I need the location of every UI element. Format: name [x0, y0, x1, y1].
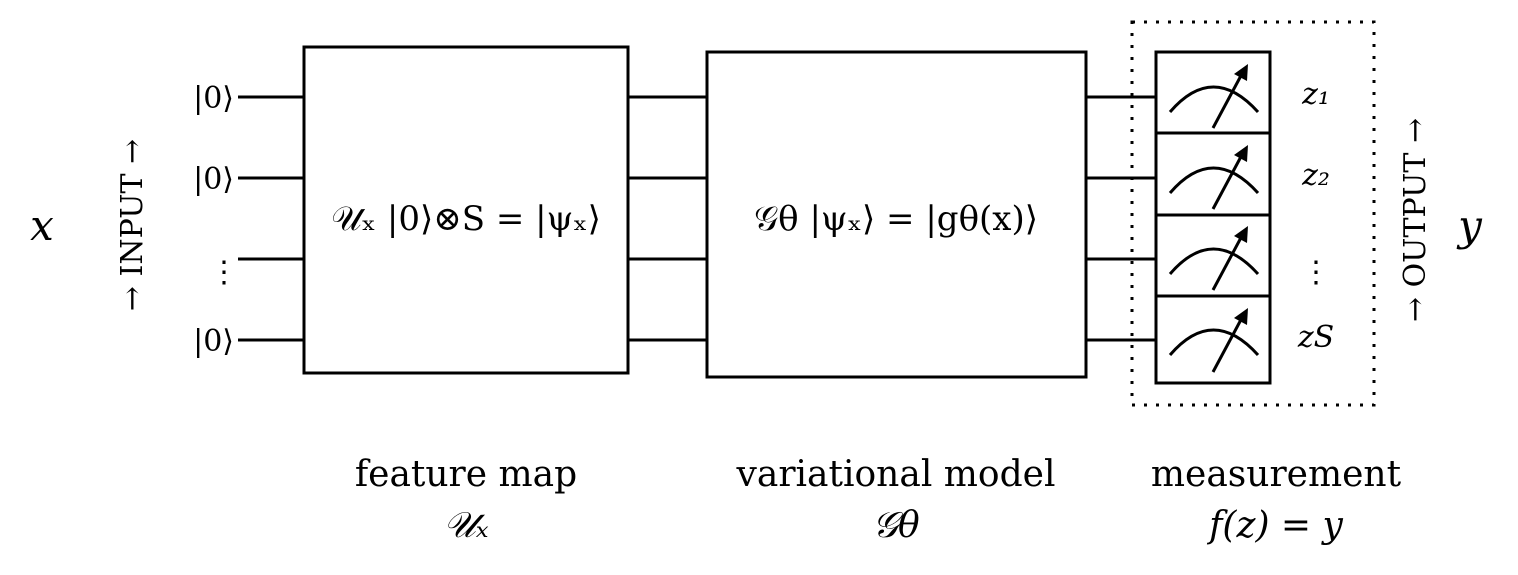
output-wires: [1086, 95, 1156, 342]
measurement-output-s: zS: [1297, 320, 1334, 355]
feature-map-symbol: 𝒰ₓ: [443, 505, 488, 546]
meter-icon: [1154, 294, 1272, 385]
feature-map-caption: feature map: [355, 454, 577, 495]
variational-model-box: [705, 50, 1088, 379]
meter-icon: [1154, 131, 1272, 217]
output-variable: y: [1456, 201, 1483, 250]
meter-icon: [1154, 50, 1272, 135]
middle-wires: [628, 95, 707, 342]
qubit-label-ellipsis: ⋮: [209, 255, 239, 290]
input-variable: x: [30, 201, 54, 250]
variational-model-symbol: 𝒢θ: [872, 505, 920, 546]
measurement-output-1: z₁: [1301, 77, 1330, 112]
meter-icon: [1154, 213, 1272, 298]
measurement-caption: measurement: [1151, 454, 1402, 495]
feature-map-box: [302, 45, 630, 375]
measurement-output-2: z₂: [1301, 158, 1330, 193]
variational-model-expression: 𝒢θ |ψₓ⟩ = |gθ(x)⟩: [754, 199, 1038, 239]
measurement-frame: [1130, 20, 1376, 407]
variational-model-caption: variational model: [736, 454, 1056, 495]
input-label: → INPUT →: [115, 139, 150, 311]
input-wires: [238, 95, 304, 342]
feature-map-expression: 𝒰ₓ |0⟩⊗S = |ψₓ⟩: [331, 199, 601, 239]
measurement-output-ellipsis: ⋮: [1301, 255, 1331, 290]
output-label: → OUTPUT →: [1398, 118, 1433, 322]
meter-stack: [1154, 50, 1272, 385]
qubit-label-1: |0⟩: [193, 81, 234, 116]
qubit-label-s: |0⟩: [193, 324, 234, 359]
qubit-label-2: |0⟩: [193, 162, 234, 197]
measurement-formula: f(z) = y: [1206, 505, 1343, 546]
